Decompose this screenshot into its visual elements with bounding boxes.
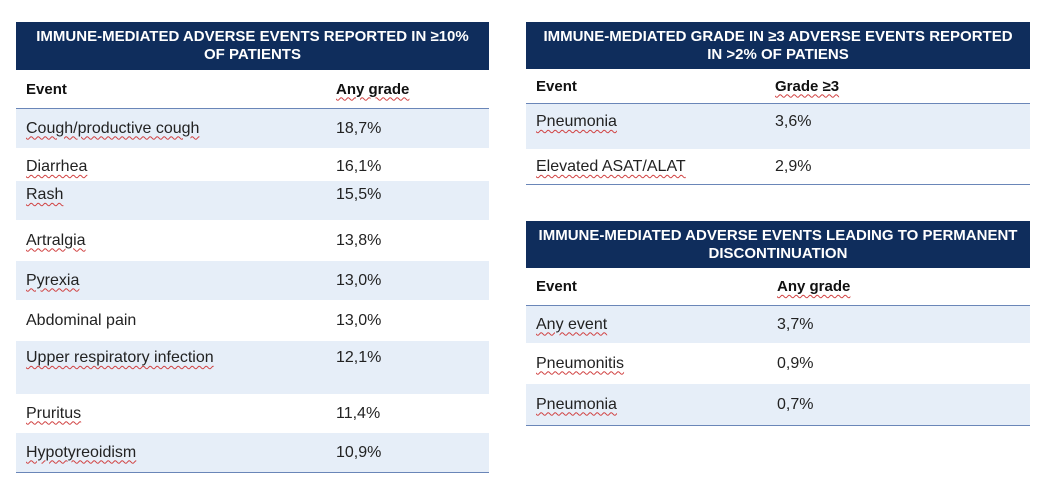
event-value: 12,1% (336, 349, 382, 366)
event-value: 3,7% (777, 315, 814, 333)
event-label: Rash (26, 186, 64, 203)
table-row: Abdominal pain 13,0% (16, 301, 489, 341)
column-header-event: Event (536, 77, 577, 95)
event-value: 3,6% (775, 113, 812, 130)
table-row: Elevated ASAT/ALAT 2,9% (526, 150, 1030, 185)
event-value: 13,8% (336, 231, 382, 249)
event-value: 13,0% (336, 271, 382, 289)
table-row: Pruritus 11,4% (16, 395, 489, 433)
table-permanent-discontinuation: IMMUNE-MEDIATED ADVERSE EVENTS LEADING T… (526, 221, 1030, 426)
event-label: Pruritus (26, 404, 82, 422)
table-column-headers: Event Grade ≥3 (526, 69, 1030, 104)
table-row: Rash 15,5% (16, 181, 489, 221)
event-label: Pneumonia (536, 113, 617, 130)
event-label: Pneumonitis (536, 354, 625, 372)
event-label: Diarrhea (26, 158, 88, 175)
table-title: IMMUNE-MEDIATED ADVERSE EVENTS REPORTED … (16, 22, 489, 70)
event-value: 0,9% (777, 354, 814, 372)
event-value: 0,7% (777, 395, 814, 413)
table-row: Artralgia 13,8% (16, 221, 489, 261)
event-value: 10,9% (336, 443, 382, 461)
column-header-event: Event (536, 278, 577, 295)
event-label: Hypotyreoidism (26, 443, 137, 461)
event-label: Any event (536, 315, 608, 333)
table-row: Pneumonia 3,6% (526, 104, 1030, 150)
table-adverse-events-10pct: IMMUNE-MEDIATED ADVERSE EVENTS REPORTED … (16, 22, 489, 473)
table-row: Pneumonitis 0,9% (526, 344, 1030, 384)
event-value: 11,4% (336, 404, 381, 422)
event-label: Artralgia (26, 231, 86, 249)
table-row: Hypotyreoidism 10,9% (16, 433, 489, 473)
event-label: Elevated ASAT/ALAT (536, 158, 686, 175)
table-row: Upper respiratory infection 12,1% (16, 341, 489, 395)
table-column-headers: Event Any grade (16, 70, 489, 109)
table-grade3-adverse-events: IMMUNE-MEDIATED GRADE IN ≥3 ADVERSE EVEN… (526, 22, 1030, 185)
table-row: Pyrexia 13,0% (16, 261, 489, 301)
event-value: 15,5% (336, 186, 382, 203)
table-row: Cough/productive cough 18,7% (16, 109, 489, 149)
event-value: 2,9% (775, 158, 812, 175)
event-label: Abdominal pain (26, 311, 137, 329)
event-value: 13,0% (336, 311, 382, 329)
event-label: Pyrexia (26, 271, 80, 289)
table-column-headers: Event Any grade (526, 268, 1030, 306)
table-title: IMMUNE-MEDIATED ADVERSE EVENTS LEADING T… (526, 221, 1030, 268)
event-label: Pneumonia (536, 395, 617, 413)
event-label: Upper respiratory infection (26, 349, 214, 366)
column-header-event: Event (26, 80, 67, 98)
table-row: Diarrhea 16,1% (16, 149, 489, 181)
column-header-any-grade: Any grade (336, 80, 410, 98)
table-row: Pneumonia 0,7% (526, 384, 1030, 426)
column-header-any-grade: Any grade (777, 278, 851, 295)
event-label: Cough/productive cough (26, 119, 200, 137)
event-value: 16,1% (336, 158, 382, 175)
column-header-grade3: Grade ≥3 (775, 77, 840, 95)
event-value: 18,7% (336, 119, 382, 137)
table-row: Any event 3,7% (526, 306, 1030, 344)
table-title: IMMUNE-MEDIATED GRADE IN ≥3 ADVERSE EVEN… (526, 22, 1030, 69)
